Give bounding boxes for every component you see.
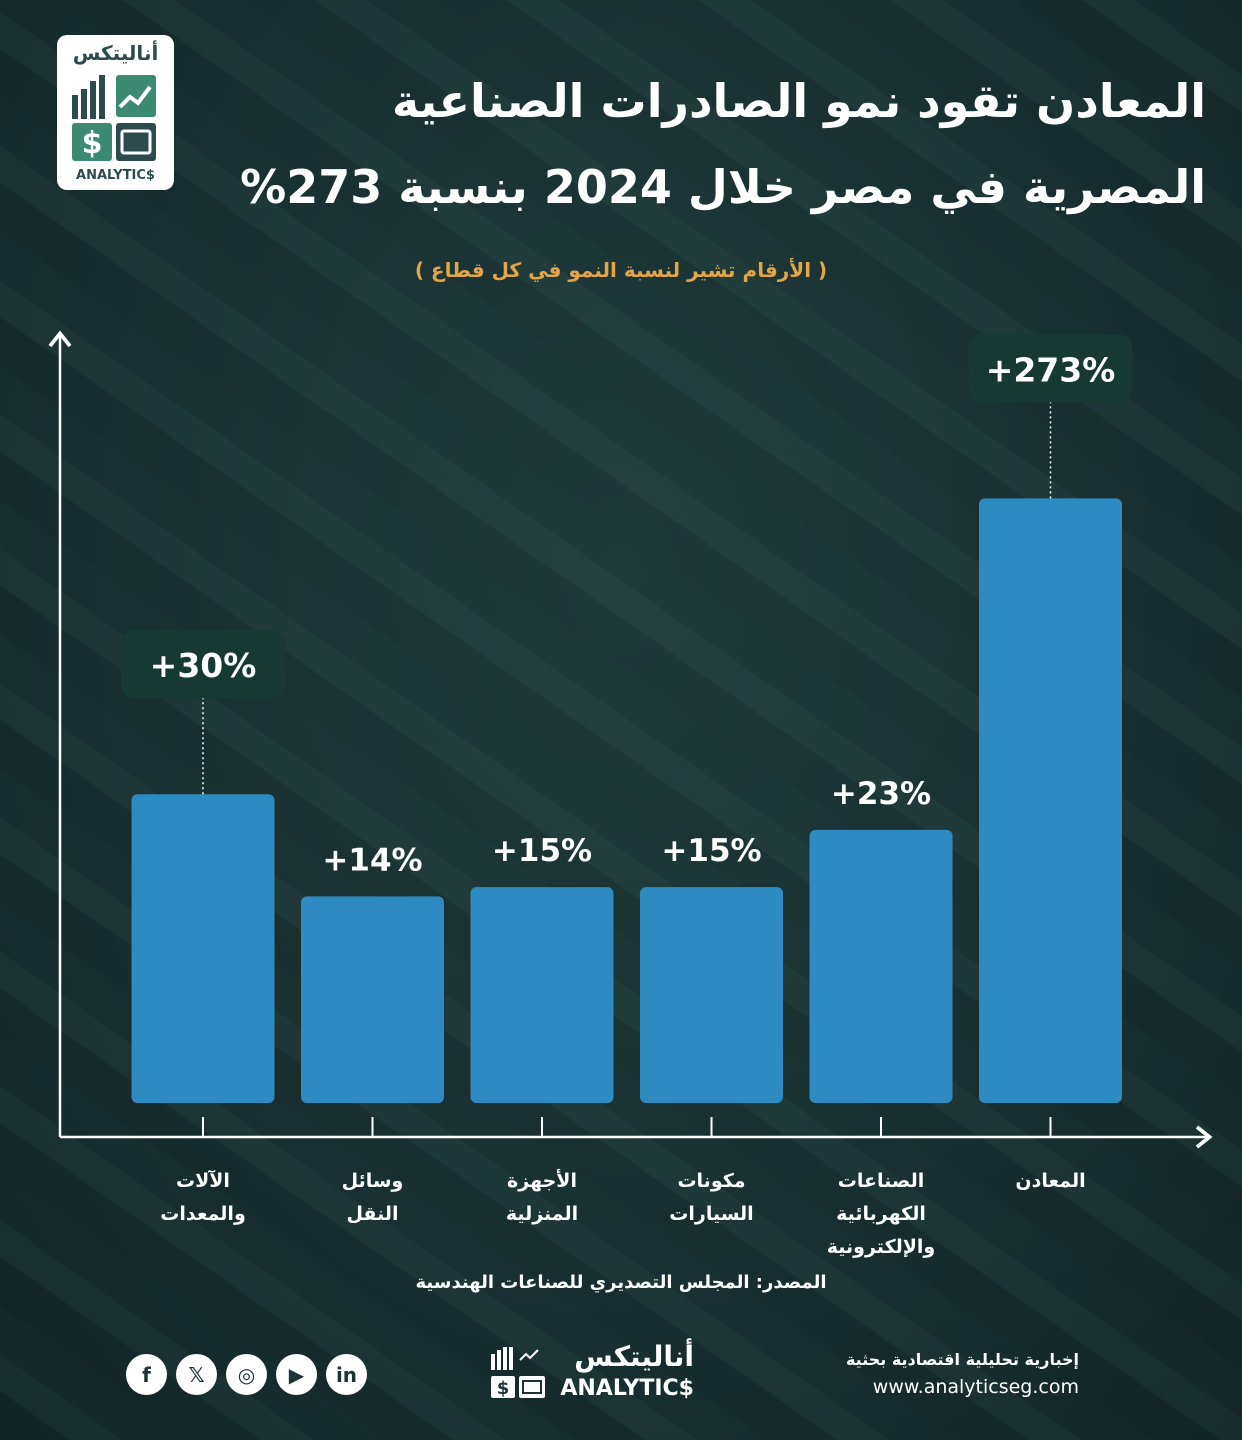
logo-icon: $ [72,75,156,161]
bar [131,794,275,1103]
category-label: مكونات السيارات [627,1165,797,1231]
youtube-icon[interactable]: ▶ [276,1354,317,1395]
bar [979,498,1122,1103]
logo-english: ANALYTIC$ [76,168,155,183]
category-label-line: وسائل [341,1170,404,1192]
data-label: +15% [492,833,592,869]
data-label: +30% [150,646,257,685]
footer-logo: $ أناليتكس ANALYTIC$ [488,1340,698,1404]
footer-logo-english: ANALYTIC$ [560,1376,694,1401]
title-line-1: المعادن تقود نمو الصادرات الصناعية [391,74,1206,128]
linkedin-icon[interactable]: in [326,1354,367,1395]
facebook-icon[interactable]: f [126,1354,167,1395]
bar [470,887,614,1103]
bar [640,887,783,1103]
footer-logo-arabic: أناليتكس [574,1340,694,1373]
category-label-line: والإلكترونية [826,1236,936,1258]
logo-arabic: أناليتكس [72,41,159,65]
category-label-line: مكونات [677,1170,746,1192]
category-label-line: الآلات [176,1170,230,1192]
category-label-line: الصناعات الكهربائية [836,1170,926,1225]
title-line-2: المصرية في مصر خلال 2024 بنسبة 273% [240,160,1206,214]
category-label: الآلات والمعدات [118,1165,288,1231]
category-label-line: الأجهزة [507,1170,577,1192]
data-label: +15% [661,833,761,869]
category-label-line: النقل [346,1203,399,1225]
svg-text:$: $ [82,126,103,161]
data-label: +14% [322,842,422,878]
data-label-pill [121,630,285,699]
category-label: الصناعات الكهربائية والإلكترونية [796,1165,966,1264]
category-label-line: والمعدات [160,1203,246,1225]
footer-logo-icon: $ [491,1347,545,1399]
svg-text:$: $ [497,1378,510,1399]
bar [809,829,953,1103]
analytics-logo: أناليتكس $ ANALYTIC$ [57,35,174,190]
category-label-line: السيارات [669,1203,754,1225]
bar [301,896,444,1103]
source-note: المصدر: المجلس التصديري للصناعات الهندسي… [415,1272,827,1293]
social-links: f 𝕏 ◎ ▶ in [126,1354,367,1395]
category-label-line: المنزلية [505,1203,579,1225]
data-label-pill [968,334,1133,403]
category-label: المعادن [966,1165,1136,1198]
category-label: وسائل النقل [288,1165,458,1231]
category-label-line: المعادن [1015,1170,1086,1192]
website-link[interactable]: www.analyticseg.com [872,1376,1079,1398]
chart-subtitle: ( الأرقام تشير لنسبة النمو في كل قطاع ) [414,258,828,282]
x-icon[interactable]: 𝕏 [176,1354,217,1395]
footer-tagline: إخبارية تحليلية اقتصادية بحثية [845,1350,1079,1369]
data-label: +23% [831,776,931,812]
instagram-icon[interactable]: ◎ [226,1354,267,1395]
category-label: الأجهزة المنزلية [457,1165,627,1231]
data-label: +273% [986,350,1116,389]
page-title: المعادن تقود نمو الصادرات الصناعية المصر… [206,58,1206,230]
